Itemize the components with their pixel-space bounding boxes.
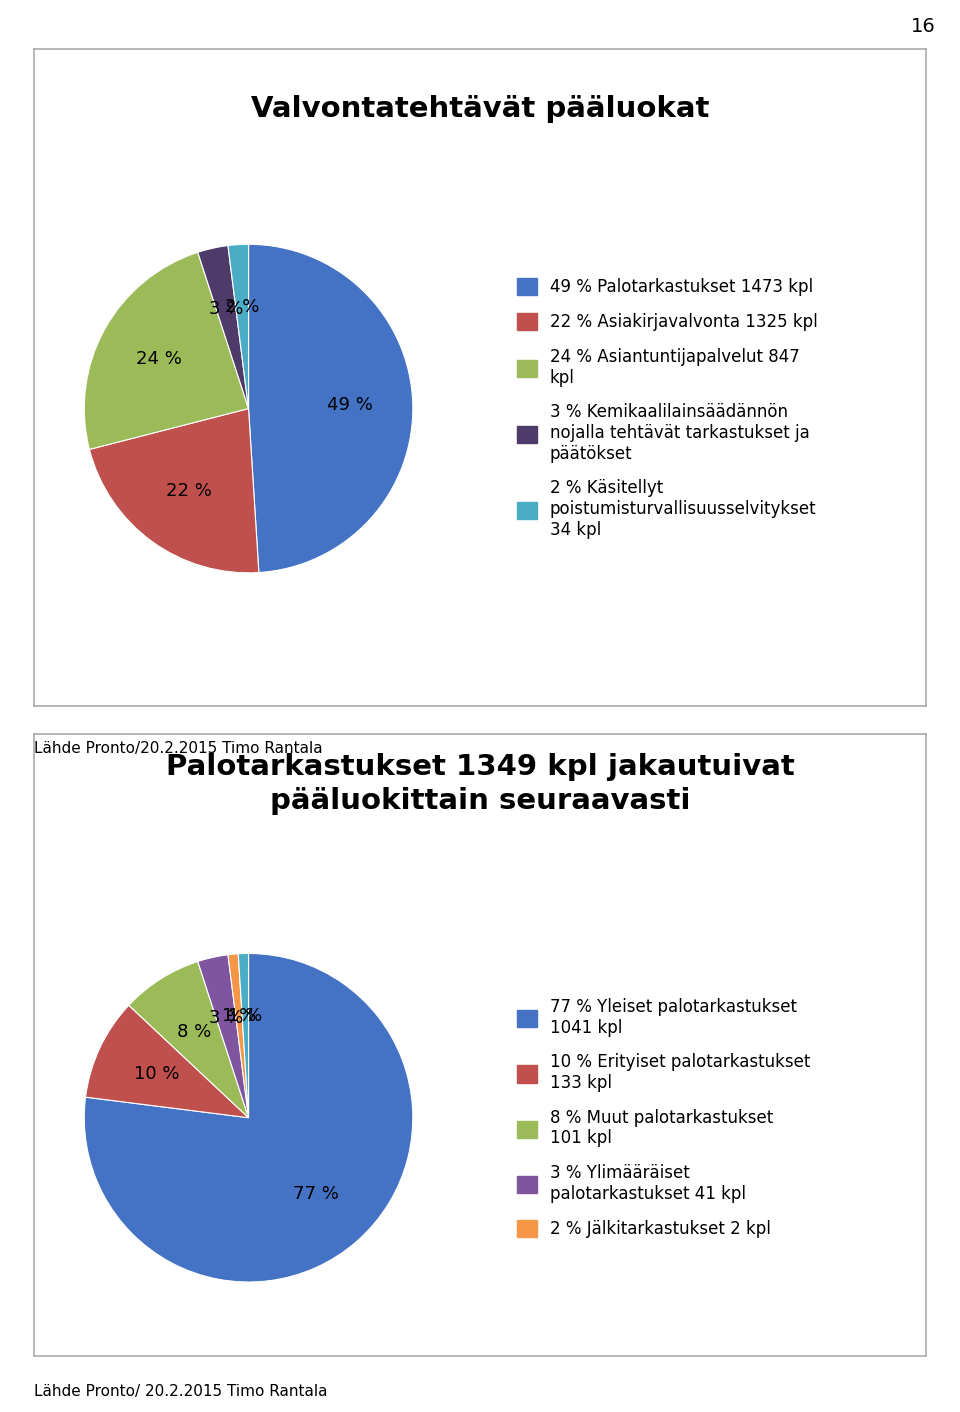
Text: Lähde Pronto/20.2.2015 Timo Rantala: Lähde Pronto/20.2.2015 Timo Rantala bbox=[34, 741, 323, 757]
Text: 49 %: 49 % bbox=[327, 397, 373, 414]
Wedge shape bbox=[228, 244, 249, 408]
Text: 3 %: 3 % bbox=[209, 301, 244, 318]
Text: 1 %: 1 % bbox=[222, 1007, 256, 1025]
Legend: 77 % Yleiset palotarkastukset
1041 kpl, 10 % Erityiset palotarkastukset
133 kpl,: 77 % Yleiset palotarkastukset 1041 kpl, … bbox=[512, 993, 815, 1243]
Text: Valvontatehtävät pääluokat: Valvontatehtävät pääluokat bbox=[251, 96, 709, 123]
Wedge shape bbox=[228, 953, 249, 1118]
Wedge shape bbox=[84, 253, 249, 449]
Text: 22 %: 22 % bbox=[166, 481, 211, 500]
Wedge shape bbox=[249, 244, 413, 572]
Wedge shape bbox=[198, 955, 249, 1118]
Text: 16: 16 bbox=[911, 17, 936, 35]
Text: 2 %: 2 % bbox=[225, 298, 259, 316]
Text: Palotarkastukset 1349 kpl jakautuivat
pääluokittain seuraavasti: Palotarkastukset 1349 kpl jakautuivat pä… bbox=[166, 753, 794, 816]
Text: 3 %: 3 % bbox=[209, 1010, 244, 1028]
Text: 77 %: 77 % bbox=[293, 1185, 339, 1203]
Legend: 49 % Palotarkastukset 1473 kpl, 22 % Asiakirjavalvonta 1325 kpl, 24 % Asiantunti: 49 % Palotarkastukset 1473 kpl, 22 % Asi… bbox=[512, 273, 823, 544]
Wedge shape bbox=[238, 953, 249, 1118]
Wedge shape bbox=[198, 246, 249, 408]
Wedge shape bbox=[89, 408, 259, 573]
Text: Lähde Pronto/ 20.2.2015 Timo Rantala: Lähde Pronto/ 20.2.2015 Timo Rantala bbox=[34, 1384, 327, 1399]
Text: 24 %: 24 % bbox=[136, 350, 182, 369]
Wedge shape bbox=[129, 962, 249, 1118]
Wedge shape bbox=[84, 953, 413, 1282]
Text: 1 %: 1 % bbox=[228, 1007, 262, 1025]
Wedge shape bbox=[85, 1005, 249, 1118]
Text: 8 %: 8 % bbox=[177, 1022, 211, 1041]
Text: 10 %: 10 % bbox=[133, 1066, 180, 1083]
